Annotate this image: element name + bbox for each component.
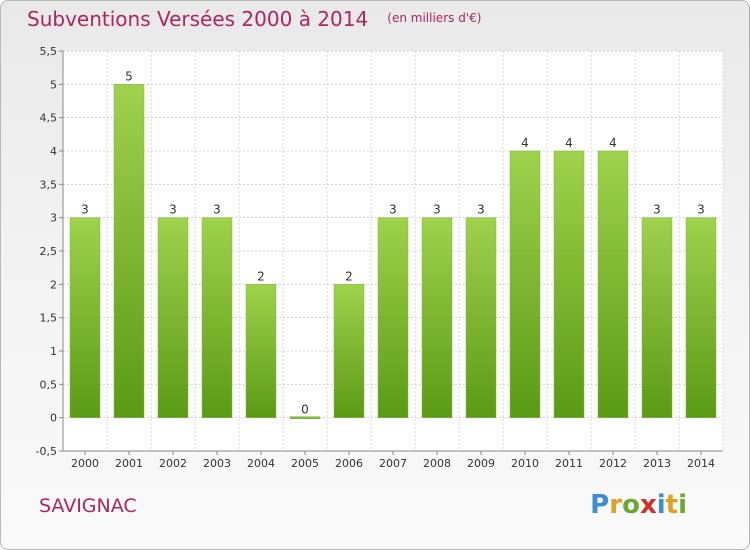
chart-subtitle: (en milliers d'€): [387, 11, 482, 25]
y-tick-label: 3,5: [40, 178, 58, 191]
x-tick-label: 2014: [687, 457, 715, 470]
bar-value-label: 3: [389, 203, 397, 217]
x-tick-label: 2006: [335, 457, 363, 470]
bar: [553, 150, 585, 418]
bar: [113, 84, 145, 418]
bar: [641, 217, 673, 418]
bar-value-label: 0: [301, 403, 309, 417]
bar: [465, 217, 497, 418]
bar-value-label: 3: [169, 203, 177, 217]
y-tick-label: 3: [50, 212, 57, 225]
y-tick-label: 4,5: [40, 112, 58, 125]
x-tick-label: 2007: [379, 457, 407, 470]
bar-value-label: 3: [213, 203, 221, 217]
bar: [421, 217, 453, 418]
y-tick-label: 0,5: [40, 378, 58, 391]
y-tick-label: 0: [50, 412, 57, 425]
bar-value-label: 3: [433, 203, 441, 217]
bar: [69, 217, 101, 418]
y-tick-label: 2,5: [40, 245, 58, 258]
chart-title: Subventions Versées 2000 à 2014: [27, 7, 369, 31]
y-tick-label: 5,5: [40, 45, 58, 58]
bar-value-label: 3: [477, 203, 485, 217]
y-tick-label: 1,5: [40, 312, 58, 325]
x-tick-label: 2010: [511, 457, 539, 470]
bar: [245, 284, 277, 418]
bar: [333, 284, 365, 418]
x-tick-label: 2001: [115, 457, 143, 470]
x-tick-label: 2012: [599, 457, 627, 470]
bar: [509, 150, 541, 418]
x-tick-label: 2003: [203, 457, 231, 470]
bar: [157, 217, 189, 418]
x-tick-label: 2013: [643, 457, 671, 470]
y-tick-label: 1: [50, 345, 57, 358]
bar: [685, 217, 717, 418]
bar-value-label: 3: [81, 203, 89, 217]
bar-value-label: 4: [565, 136, 573, 150]
y-tick-label: 5: [50, 78, 57, 91]
bar: [377, 217, 409, 418]
bar: [201, 217, 233, 418]
commune-name: SAVIGNAC: [39, 495, 137, 517]
bar-value-label: 4: [521, 136, 529, 150]
y-tick-label: 2: [50, 278, 57, 291]
bar-value-label: 5: [125, 69, 133, 83]
proxiti-logo: Proxiti: [590, 490, 687, 520]
y-tick-label: 4: [50, 145, 57, 158]
x-tick-label: 2005: [291, 457, 319, 470]
x-tick-label: 2004: [247, 457, 275, 470]
bar: [289, 416, 321, 419]
x-tick-label: 2009: [467, 457, 495, 470]
bar-value-label: 4: [609, 136, 617, 150]
x-tick-label: 2000: [71, 457, 99, 470]
bar: [597, 150, 629, 418]
x-tick-label: 2002: [159, 457, 187, 470]
bar-value-label: 2: [345, 269, 353, 283]
x-tick-label: 2011: [555, 457, 583, 470]
bar-value-label: 3: [653, 203, 661, 217]
bar-value-label: 3: [697, 203, 705, 217]
bar-value-label: 2: [257, 269, 265, 283]
x-tick-label: 2008: [423, 457, 451, 470]
y-tick-label: -0,5: [36, 445, 57, 458]
title-block: Subventions Versées 2000 à 2014 (en mill…: [27, 7, 481, 31]
